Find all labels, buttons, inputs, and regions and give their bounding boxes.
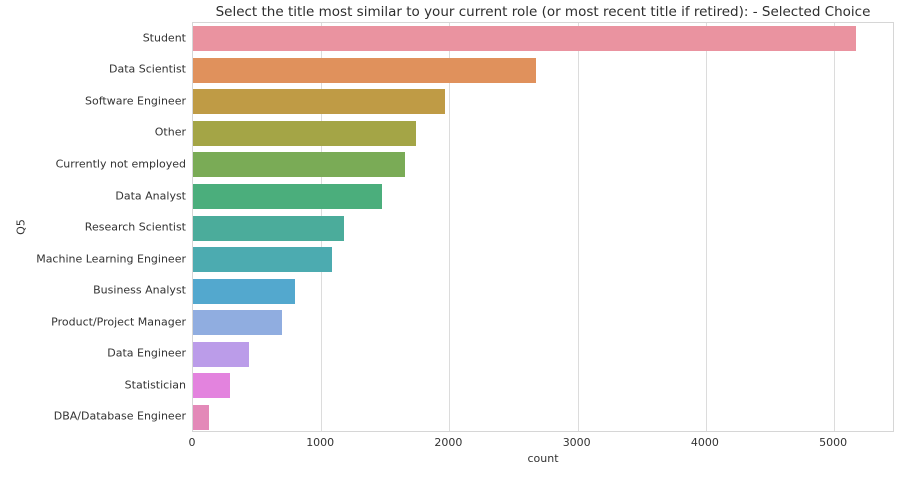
bar-software-engineer [193, 89, 446, 115]
x-tick-label-3000: 3000 [562, 436, 591, 449]
gridline-x-5000 [834, 23, 836, 431]
bar-other [193, 120, 416, 146]
bar-product-project-manager [193, 310, 282, 336]
category-label-dba-database-engineer: DBA/Database Engineer [53, 409, 186, 423]
bar-student [193, 26, 856, 52]
category-label-business-analyst: Business Analyst [93, 283, 186, 297]
x-tick-label-5000: 5000 [819, 436, 848, 449]
category-label-product-project-manager: Product/Project Manager [51, 315, 186, 329]
category-label-software-engineer: Software Engineer [85, 94, 186, 108]
category-label-machine-learning-engineer: Machine Learning Engineer [36, 252, 186, 265]
bar-statistician [193, 373, 230, 399]
gridline-x-4000 [705, 23, 707, 431]
bar-data-scientist [193, 57, 537, 83]
category-label-research-scientist: Research Scientist [84, 220, 186, 234]
x-axis-label: count [527, 452, 559, 465]
category-label-data-engineer: Data Engineer [107, 346, 186, 360]
chart-title: Select the title most similar to your cu… [215, 4, 871, 20]
bar-business-analyst [193, 278, 296, 304]
bar-dba-database-engineer [193, 404, 209, 430]
x-tick-label-2000: 2000 [434, 436, 463, 449]
category-label-currently-not-employed: Currently not employed [55, 157, 186, 171]
bar-machine-learning-engineer [193, 247, 332, 272]
category-label-data-analyst: Data Analyst [115, 189, 186, 202]
category-label-data-scientist: Data Scientist [109, 62, 186, 76]
gridline-x-2000 [449, 23, 451, 431]
bar-currently-not-employed [193, 152, 405, 178]
bar-data-engineer [193, 341, 249, 367]
x-tick-label-0: 0 [188, 436, 196, 449]
x-tick-label-4000: 4000 [690, 436, 719, 449]
gridline-x-3000 [577, 23, 579, 431]
x-tick-label-1000: 1000 [306, 436, 335, 449]
category-label-student: Student [142, 31, 186, 45]
category-label-other: Other [154, 125, 186, 139]
bar-data-analyst [193, 184, 383, 209]
plot-area [192, 22, 894, 432]
bar-research-scientist [193, 215, 344, 241]
category-label-statistician: Statistician [124, 378, 186, 392]
